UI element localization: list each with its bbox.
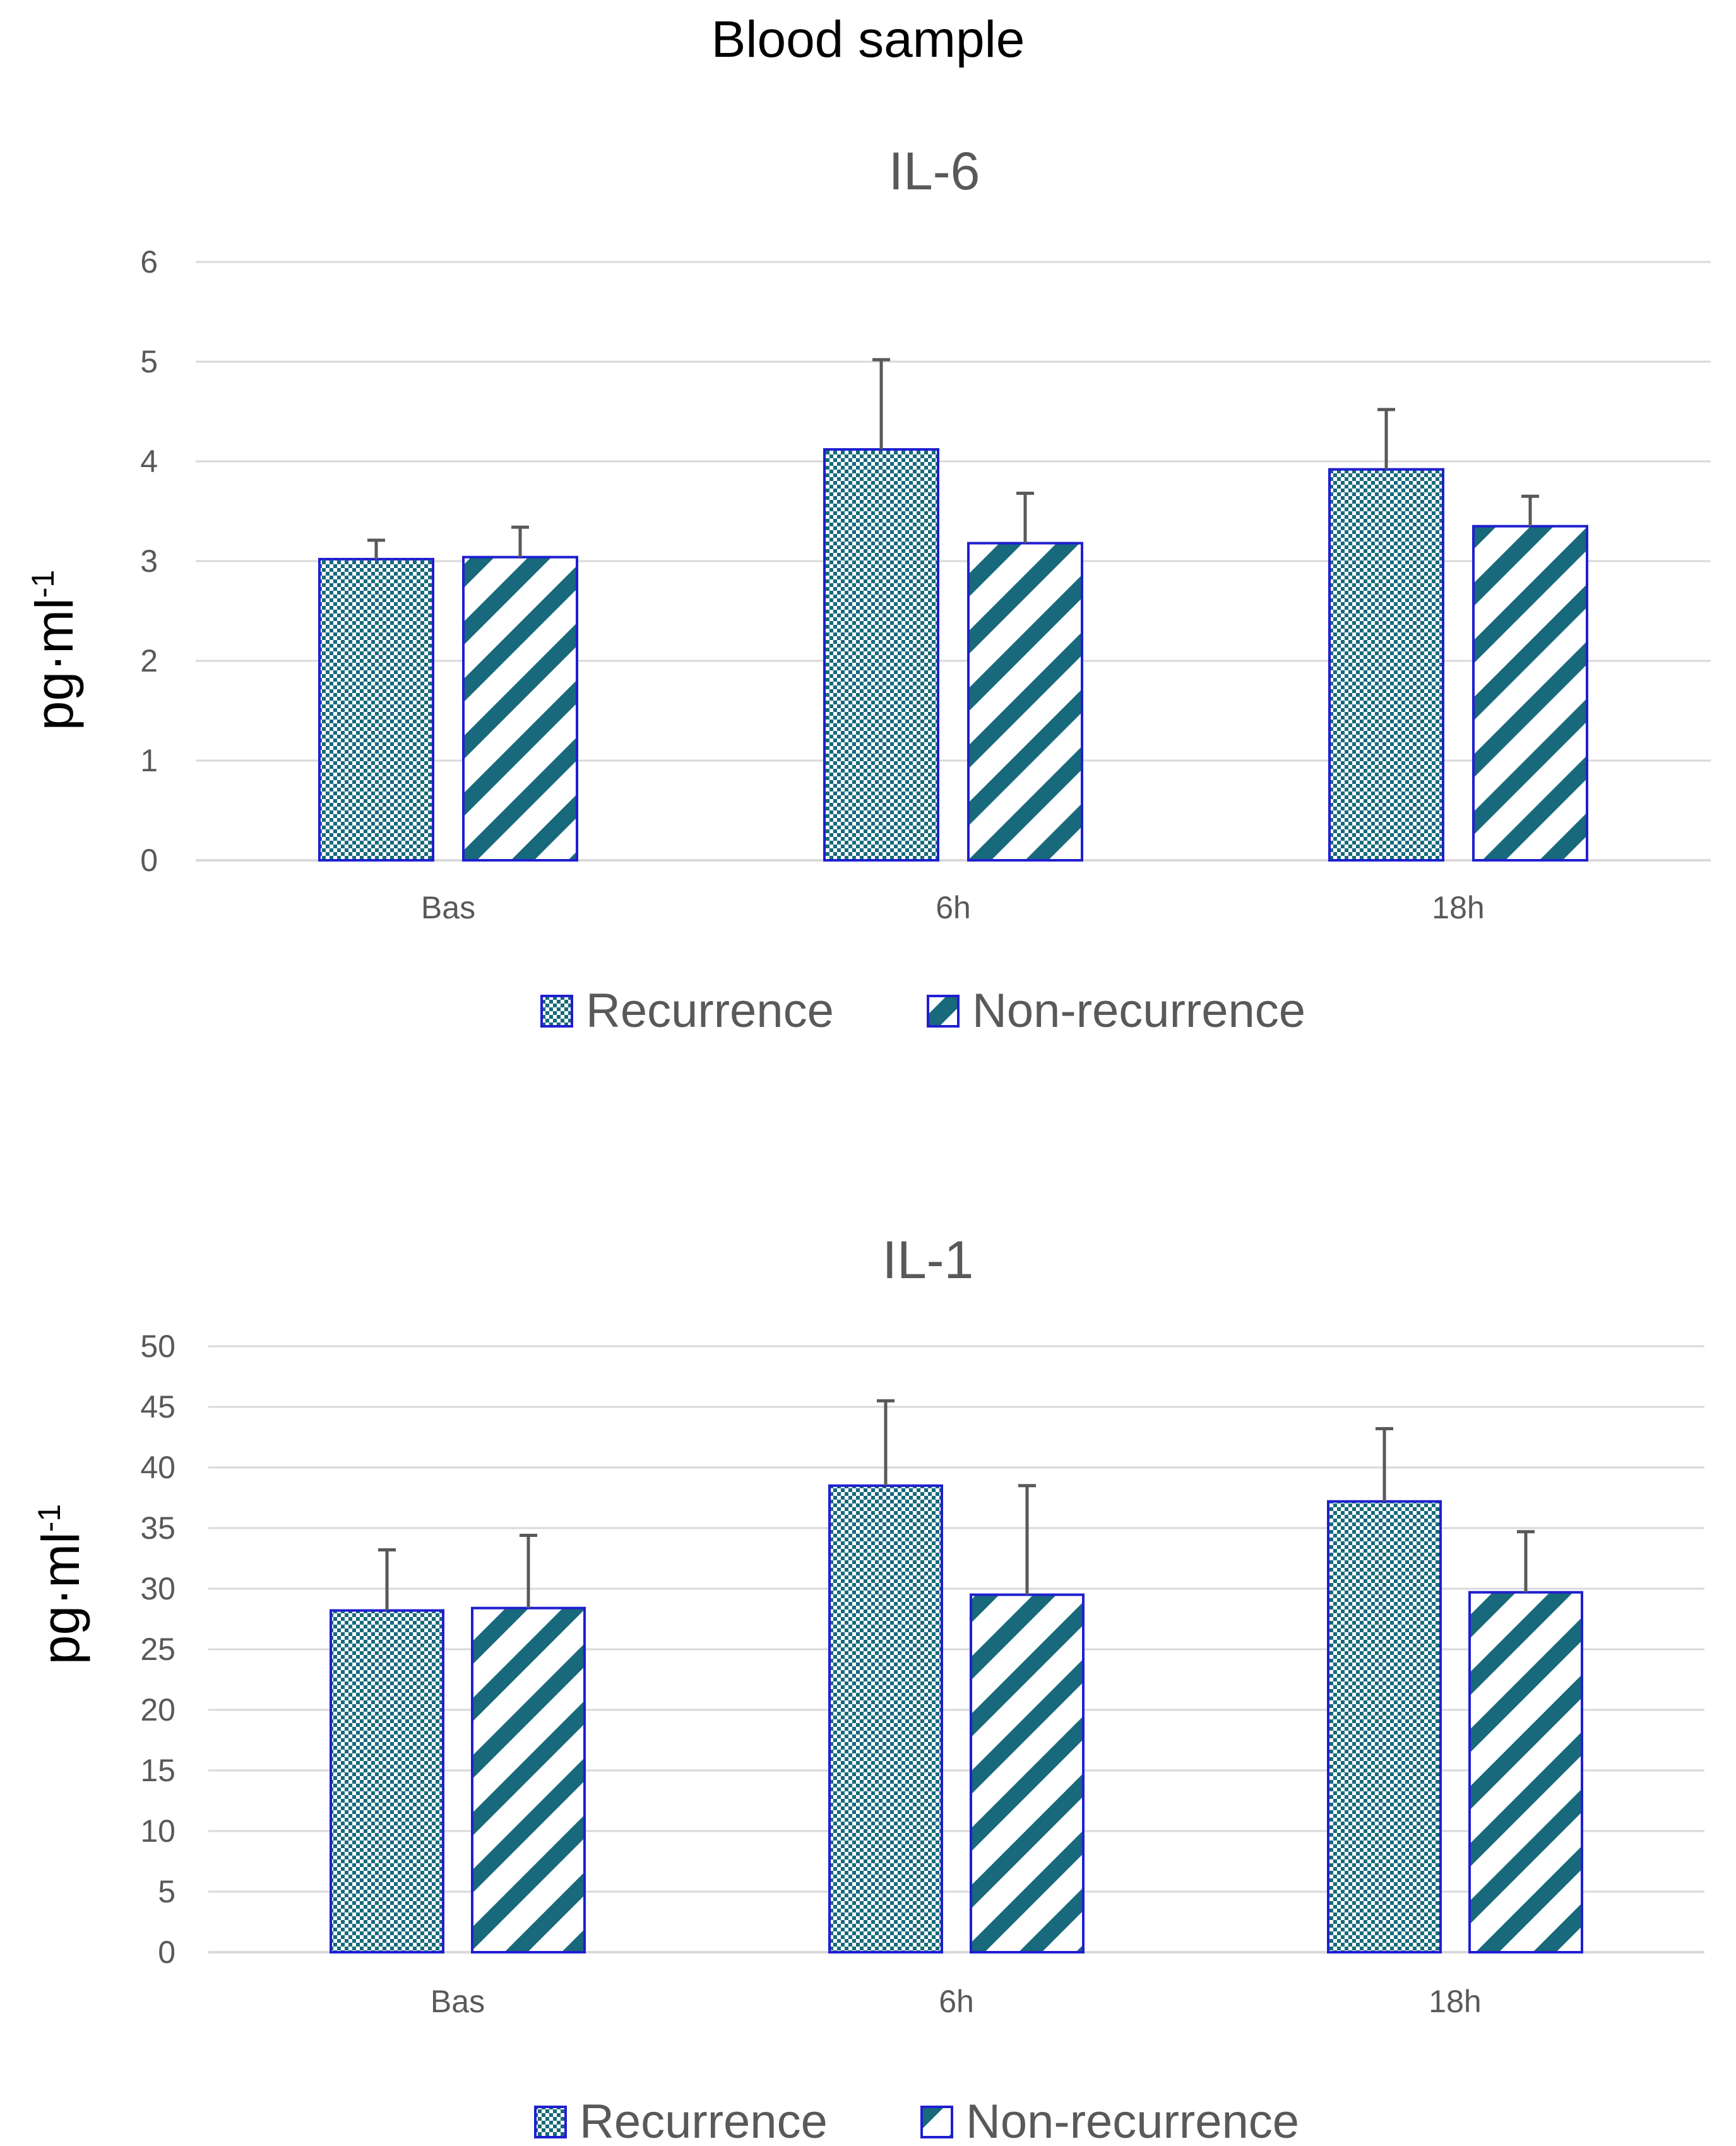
y-tick-label: 0: [158, 1935, 175, 1970]
y-tick-label: 30: [140, 1571, 175, 1606]
bar-recurrence-18h: [1327, 1500, 1442, 1953]
y-tick-label: 5: [140, 344, 158, 379]
chart-il6: IL-6 pg·ml-1 0 1 2 3 4 5 6 Bas 6h 18h Recurrence…: [25, 141, 1711, 1038]
bar-recurrence-18h: [1328, 468, 1444, 862]
bar-non-recurrence-bas: [462, 555, 578, 862]
legend-label-recurrence: Recurrence: [586, 984, 834, 1038]
error-bar: [1016, 492, 1034, 543]
bars: [318, 448, 1588, 862]
y-tick-label: 35: [140, 1510, 175, 1546]
legend-label-non-recurrence: Non-recurrence: [966, 2095, 1299, 2146]
legend-label-recurrence: Recurrence: [580, 2095, 828, 2146]
bar-non-recurrence-18h: [1468, 1591, 1583, 1953]
y-tick-label: 10: [140, 1813, 175, 1849]
y-tick-label: 3: [140, 543, 158, 579]
legend-swatch-recurrence: [540, 995, 573, 1028]
y-tick-label: 40: [140, 1450, 175, 1485]
y-tick-label: 20: [140, 1692, 175, 1728]
error-bar: [1521, 494, 1539, 526]
y-axis-label: pg·ml-1: [25, 570, 84, 731]
bar-recurrence-6h: [828, 1484, 943, 1954]
error-bar: [1018, 1484, 1036, 1595]
y-tick-label: 15: [140, 1753, 175, 1788]
y-tick-label: 6: [140, 244, 158, 280]
y-tick-labels: 0 5 10 15 20 25 30 35 40 45 50: [140, 1329, 175, 1970]
x-tick-label: Bas: [421, 890, 475, 925]
error-bars: [367, 358, 1539, 559]
x-tick-labels: Bas 6h 18h: [431, 1984, 1482, 2019]
bar-recurrence-bas: [330, 1609, 444, 1954]
x-tick-labels: Bas 6h 18h: [421, 890, 1485, 925]
error-bar: [520, 1534, 537, 1608]
error-bar: [1377, 408, 1395, 470]
bar-non-recurrence-18h: [1472, 525, 1588, 862]
error-bar: [367, 538, 385, 559]
chart-il1: IL-1 pg·ml-1 0 5 10 15 20 25 30 35 40 45 50 Bas 6h 1…: [31, 1230, 1704, 2146]
x-tick-label: Bas: [431, 1984, 485, 2019]
y-tick-label: 45: [140, 1389, 175, 1425]
bars: [330, 1484, 1583, 1954]
error-bar: [378, 1548, 396, 1611]
y-tick-label: 0: [140, 843, 158, 878]
x-tick-label: 6h: [939, 1984, 974, 2019]
error-bar: [511, 525, 529, 557]
chart-title: IL-6: [889, 141, 980, 201]
x-tick-label: 18h: [1432, 890, 1484, 925]
y-axis-label: pg·ml-1: [31, 1504, 90, 1665]
legend-label-non-recurrence: Non-recurrence: [972, 984, 1305, 1038]
bar-recurrence-6h: [823, 448, 939, 862]
legend: Recurrence Non-recurrence: [534, 2095, 1299, 2146]
y-tick-labels: 0 1 2 3 4 5 6: [140, 244, 158, 878]
legend-swatch-recurrence: [534, 2106, 567, 2138]
bar-recurrence-bas: [318, 557, 434, 862]
gridlines: [208, 1345, 1704, 1953]
y-tick-label: 5: [158, 1874, 175, 1909]
error-bar: [872, 358, 890, 450]
chart-title: IL-1: [883, 1230, 974, 1289]
error-bar: [1376, 1427, 1393, 1502]
legend-swatch-non-recurrence: [927, 995, 960, 1028]
x-tick-label: 18h: [1429, 1984, 1481, 2019]
y-tick-label: 50: [140, 1329, 175, 1364]
bar-non-recurrence-6h: [967, 542, 1083, 862]
legend: Recurrence Non-recurrence: [540, 984, 1305, 1038]
error-bar: [1517, 1530, 1535, 1592]
figure-title: Blood sample: [711, 11, 1025, 68]
y-tick-label: 25: [140, 1632, 175, 1667]
y-tick-label: 4: [140, 444, 158, 479]
bar-non-recurrence-6h: [970, 1593, 1085, 1954]
x-tick-label: 6h: [936, 890, 971, 925]
bar-non-recurrence-bas: [471, 1606, 586, 1953]
error-bar: [877, 1399, 895, 1486]
y-tick-label: 1: [140, 743, 158, 778]
legend-swatch-non-recurrence: [920, 2106, 953, 2138]
y-tick-label: 2: [140, 643, 158, 679]
error-bars: [378, 1399, 1535, 1611]
gridlines: [196, 261, 1711, 862]
